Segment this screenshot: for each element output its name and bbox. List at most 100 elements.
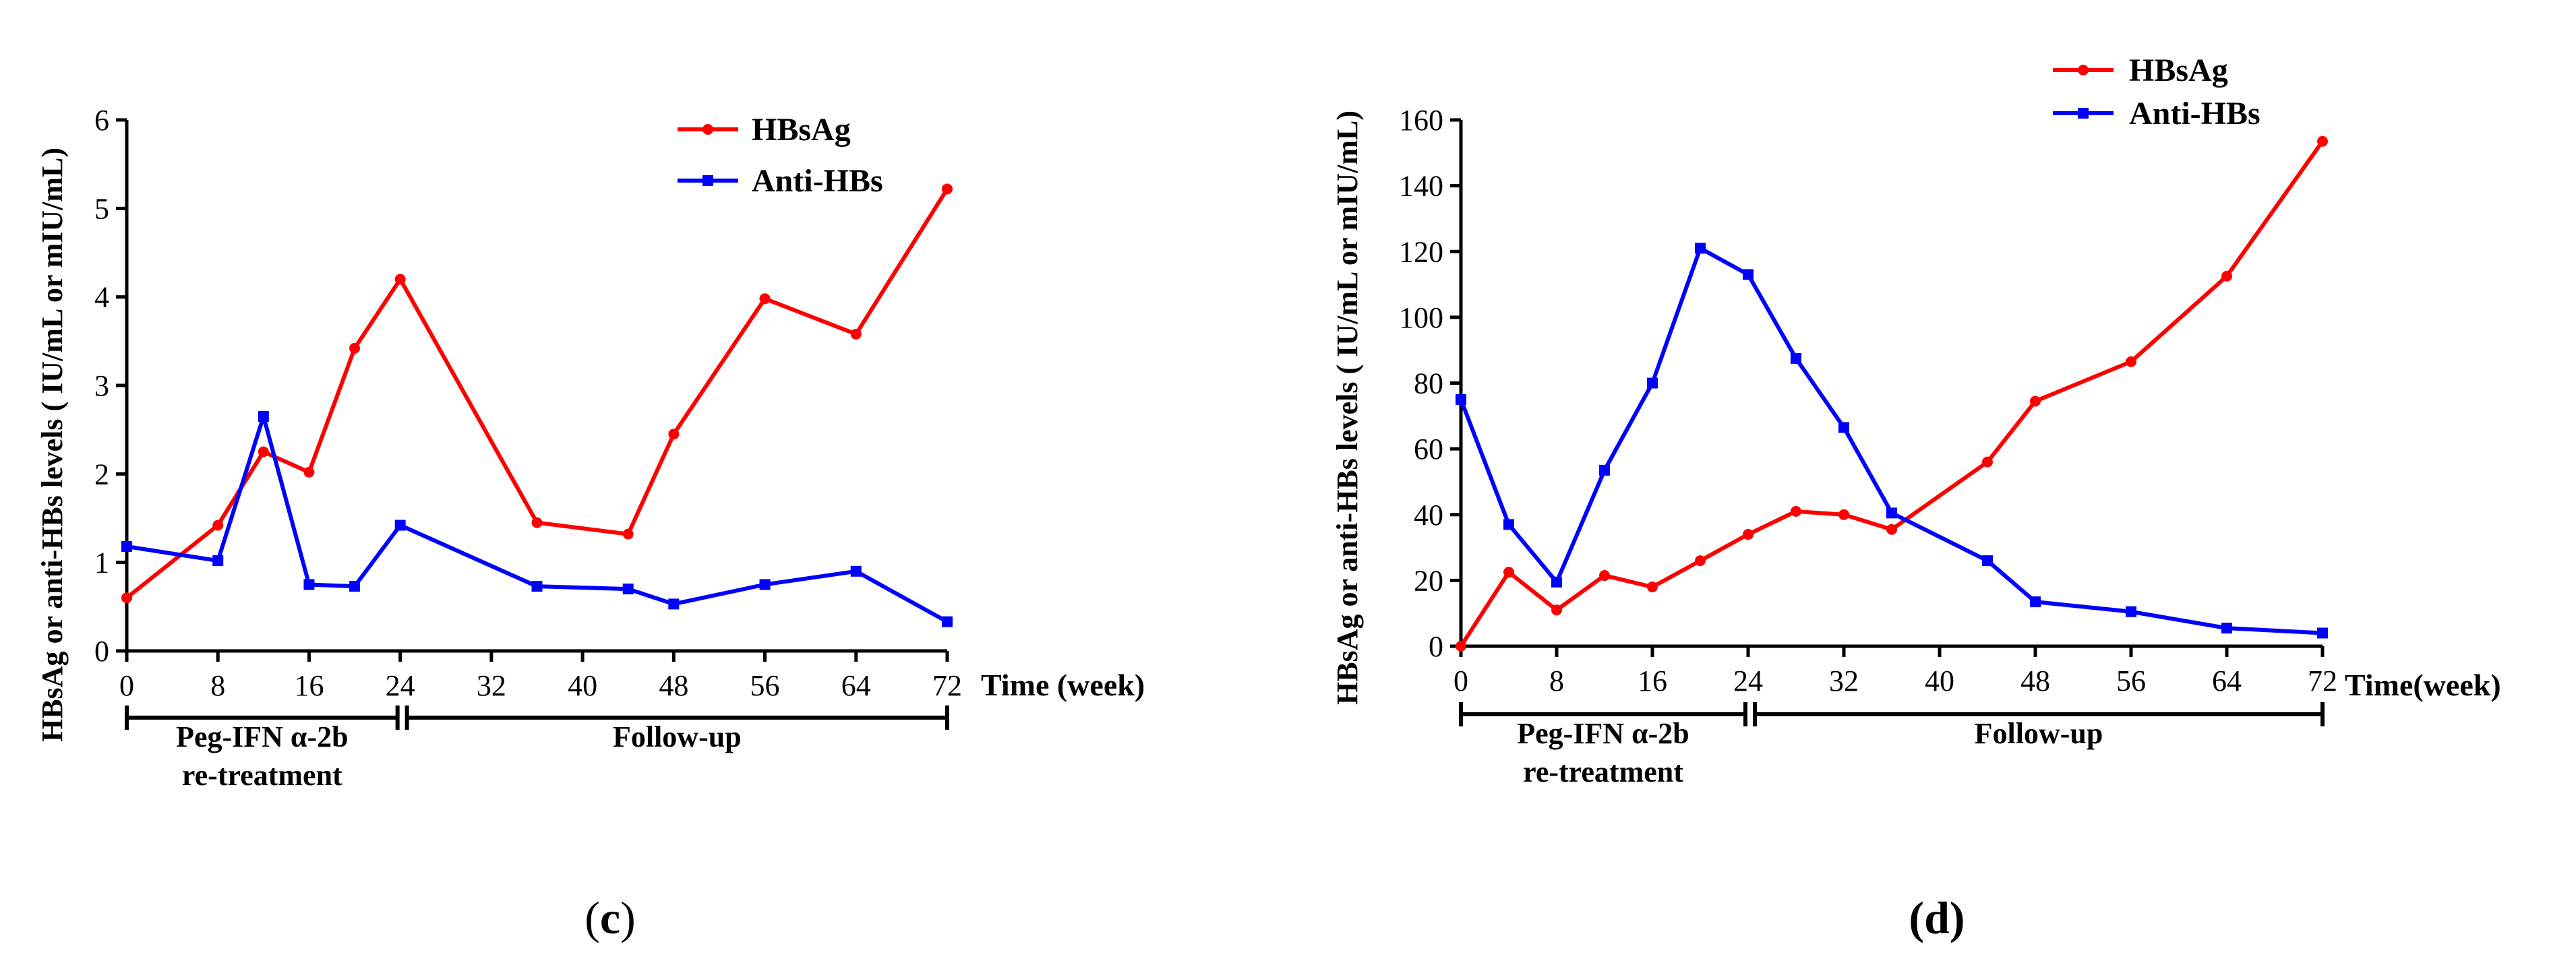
panel-d-y-tick-label: 100 [1399, 301, 1443, 334]
panel-c-y-tick-label: 3 [94, 369, 109, 402]
panel-d-phase-treatment-label: re-treatment [1523, 755, 1683, 788]
panel-c-legend-antihbs-marker [702, 175, 713, 186]
panel-d-antihbs-point [1551, 576, 1562, 588]
panel-d-y-tick-label: 80 [1414, 367, 1443, 400]
panel-d-y-tick-label: 0 [1429, 630, 1443, 663]
panel-c-x-tick-label: 16 [294, 669, 324, 702]
panel-d-label: (d) [1909, 892, 1965, 943]
panel-c-legend-hbsag-label: HBsAg [752, 112, 851, 148]
panel-d-x-tick-label: 72 [2308, 664, 2337, 697]
panel-d-x-tick-label: 8 [1549, 664, 1564, 697]
panel-d-hbsag-point [2030, 396, 2041, 407]
panel-d-hbsag-point [1791, 505, 1801, 517]
panel-c-y-tick-label: 5 [94, 192, 109, 225]
panel-c-hbsag-point [394, 274, 406, 285]
panel-c-letter: c [600, 892, 620, 943]
panel-d-antihbs-point [2221, 623, 2232, 634]
panel-c-legend-hbsag-marker [702, 124, 713, 135]
panel-c-x-axis-label: Time (week) [981, 668, 1145, 702]
panel-c-x-tick-label: 64 [841, 669, 871, 702]
panel-c-hbsag-point [349, 342, 361, 354]
panel-d-x-tick-label: 40 [1925, 664, 1954, 697]
panel-c-x-tick-label: 40 [568, 669, 597, 702]
panel-d-plot: 0 20 40 60 80 100 120 140 160 0 8 16 24 32 40 48 56 64 72 P… [1399, 104, 2337, 788]
panel-c-y-tick-label: 1 [94, 546, 109, 580]
panel-d-y-axis-label: HBsAg or anti-HBs levels ( IU/mL or mIU/… [1331, 111, 1364, 705]
panel-c-antihbs-point [942, 616, 953, 627]
panel-d-x-tick-label: 56 [2116, 664, 2146, 697]
panel-c-antihbs-point [759, 579, 771, 590]
panel-d-x-tick-label: 64 [2212, 664, 2242, 697]
panel-c-x-tick-label: 72 [932, 669, 962, 702]
panel-c-y-tick-label: 0 [94, 635, 109, 668]
panel-d-hbsag-point [1695, 555, 1706, 567]
panel-d-phase-followup-label: Follow-up [1975, 717, 2103, 750]
panel-d-antihbs-point [1647, 377, 1658, 389]
panel-c-y-tick-label: 2 [94, 458, 109, 491]
panel-c-x-tick-label: 0 [119, 669, 134, 702]
panel-c-antihbs-point [212, 555, 224, 567]
panel-d-hbsag-point [1982, 456, 1993, 468]
panel-c-antihbs-point [258, 410, 269, 422]
panel-c-antihbs-point [121, 541, 132, 553]
panel-c-hbsag-point [258, 446, 269, 458]
panel-c-y-tick-label: 4 [94, 281, 109, 314]
panel-d-series-hbsag-line [1459, 139, 2325, 648]
panel-d-antihbs-point [1982, 555, 1993, 567]
panel-d-hbsag-point [2317, 135, 2328, 147]
panel-d-antihbs-point [1838, 422, 1849, 433]
panel-d-x-tick-label: 48 [2020, 664, 2050, 697]
panel-c-hbsag-point [850, 328, 862, 340]
panel-d-antihbs-point [1456, 394, 1466, 405]
panel-c-hbsag-point [759, 293, 771, 305]
panel-d-antihbs-point [2126, 606, 2136, 617]
panel-d-antihbs-point [2030, 596, 2041, 608]
panel-c-antihbs-point [531, 581, 543, 592]
panel-d-y-tick-label: 20 [1414, 564, 1443, 597]
panel-c-y-tick-label: 6 [94, 104, 109, 137]
panel-d-antihbs-point [1695, 243, 1706, 254]
panel-d-legend: HBsAg Anti-HBs [2053, 53, 2260, 131]
panel-c-label: (c) [585, 892, 636, 943]
panel-d-antihbs-point [1503, 519, 1514, 530]
panel-d-y-tick-label: 40 [1414, 499, 1443, 532]
panel-d-hbsag-point [2221, 270, 2232, 282]
panel-c-legend-antihbs-label: Anti-HBs [752, 163, 883, 199]
panel-d-y-tick-label: 120 [1399, 235, 1443, 268]
panel-c-legend: HBsAg Anti-HBs [678, 112, 883, 199]
panel-d-hbsag-point [1838, 509, 1849, 520]
panel-d-y-tick-label: 160 [1399, 104, 1443, 137]
panel-d-y-tick-label: 60 [1414, 433, 1443, 466]
panel-c-x-tick-label: 32 [477, 669, 506, 702]
panel-c-hbsag-point [531, 517, 543, 528]
panel-d-letter: d [1924, 892, 1950, 943]
panel-c-antihbs-point [394, 520, 406, 531]
panel-c-phase-treatment-label: re-treatment [182, 759, 342, 792]
panel-d-antihbs-point [1886, 507, 1897, 519]
panel-d-hbsag-point [1456, 641, 1466, 652]
panel-d-antihbs-point [2317, 627, 2328, 639]
panel-c-phase-followup-label: Follow-up [613, 720, 742, 753]
panel-d-legend-hbsag-marker [2078, 65, 2089, 75]
panel-d: 0 20 40 60 80 100 120 140 160 0 8 16 24 32 40 48 56 64 72 P… [1331, 53, 2501, 943]
panel-d-hbsag-point [1647, 582, 1658, 593]
panel-c-phase-treatment-label: Peg-IFN α-2b [176, 720, 349, 753]
panel-c-hbsag-point [303, 466, 315, 478]
panel-d-hbsag-point [1599, 570, 1610, 582]
panel-c-hbsag-point [212, 520, 224, 531]
panel-c-x-tick-label: 8 [210, 669, 225, 702]
panel-c-hbsag-point [622, 528, 634, 540]
panel-d-phase-treatment-label: Peg-IFN α-2b [1517, 717, 1689, 750]
panel-c-hbsag-point [942, 183, 953, 195]
panel-d-hbsag-point [1503, 567, 1514, 578]
panel-d-legend-antihbs-marker [2078, 108, 2089, 119]
panel-d-antihbs-point [1791, 352, 1801, 364]
panel-c-x-tick-label: 24 [386, 669, 415, 702]
panel-c-x-tick-label: 56 [750, 669, 780, 702]
panel-d-antihbs-point [1743, 269, 1754, 280]
panel-d-x-tick-label: 0 [1454, 664, 1468, 697]
panel-d-hbsag-point [1886, 524, 1897, 535]
